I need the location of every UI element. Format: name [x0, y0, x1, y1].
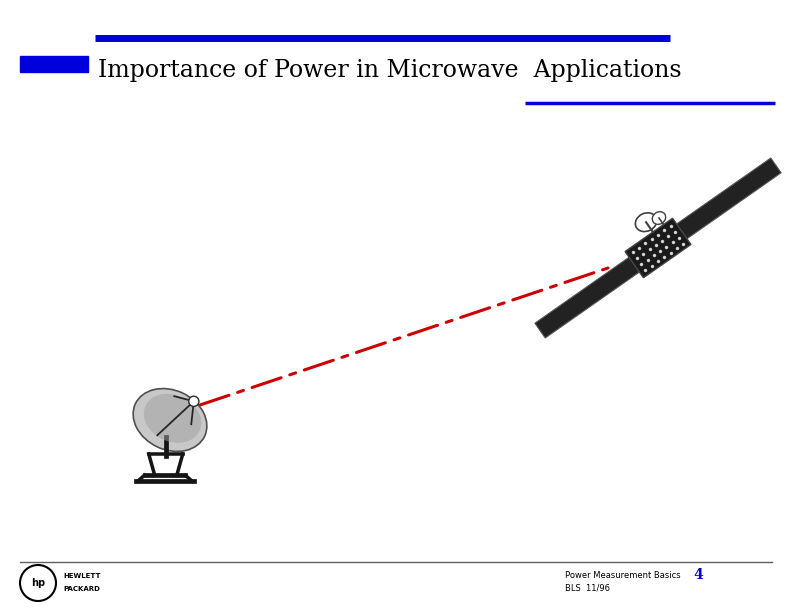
Polygon shape [535, 257, 639, 338]
Text: Power Measurement Basics: Power Measurement Basics [565, 570, 680, 580]
Text: hp: hp [31, 578, 45, 588]
Ellipse shape [653, 212, 665, 225]
Circle shape [20, 565, 56, 601]
FancyBboxPatch shape [20, 56, 88, 72]
Ellipse shape [133, 389, 207, 452]
Circle shape [188, 396, 199, 406]
Ellipse shape [635, 213, 657, 231]
Text: PACKARD: PACKARD [63, 586, 100, 592]
Text: HEWLETT: HEWLETT [63, 573, 101, 579]
Text: Importance of Power in Microwave  Applications: Importance of Power in Microwave Applica… [98, 59, 682, 81]
Polygon shape [676, 158, 781, 239]
Polygon shape [625, 218, 691, 278]
Text: BLS  11/96: BLS 11/96 [565, 583, 610, 592]
Text: 4: 4 [693, 568, 703, 582]
Ellipse shape [144, 394, 201, 443]
